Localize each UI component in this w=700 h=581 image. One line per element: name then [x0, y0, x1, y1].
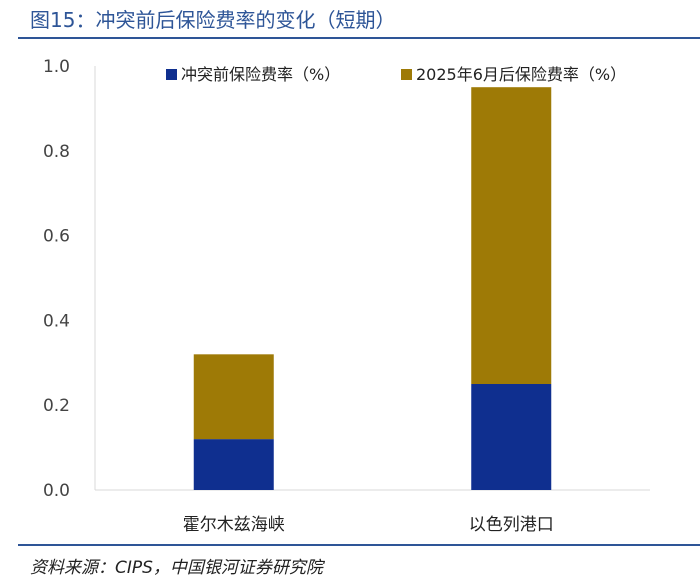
bar-segment-post-june-2025 — [193, 354, 274, 440]
bars — [193, 87, 552, 490]
y-tick-label: 0.0 — [43, 481, 70, 501]
figure-title: 图15：冲突前后保险费率的变化（短期） — [30, 8, 396, 32]
title-divider — [18, 37, 700, 39]
category-labels: 霍尔木兹海峡 以色列港口 — [183, 515, 554, 535]
legend-label: 冲突前保险费率（%） — [181, 65, 340, 84]
legend-swatch — [401, 69, 412, 80]
source-divider — [18, 544, 700, 546]
legend-label: 2025年6月后保险费率（%） — [416, 65, 626, 84]
y-tick-labels: 0.0 0.2 0.4 0.6 0.8 1.0 — [43, 57, 70, 501]
bar-segment-pre-conflict — [193, 439, 274, 490]
legend: 冲突前保险费率（%） 2025年6月后保险费率（%） — [166, 65, 626, 84]
category-label: 霍尔木兹海峡 — [183, 515, 285, 535]
y-tick-label: 0.2 — [43, 396, 70, 416]
bar-segment-pre-conflict — [471, 384, 552, 490]
y-tick-label: 0.4 — [43, 311, 70, 331]
bar-segment-post-june-2025 — [471, 87, 552, 384]
category-label: 以色列港口 — [469, 515, 554, 535]
legend-swatch — [166, 69, 177, 80]
stacked-bar-chart: 0.0 0.2 0.4 0.6 0.8 1.0 霍尔木兹海峡 以色列港口 冲突前保险费率（%… — [43, 57, 650, 535]
source-note: 资料来源：CIPS，中国银河证券研究院 — [30, 558, 323, 578]
y-tick-label: 1.0 — [43, 57, 70, 77]
y-tick-label: 0.8 — [43, 142, 70, 162]
y-tick-label: 0.6 — [43, 227, 70, 247]
